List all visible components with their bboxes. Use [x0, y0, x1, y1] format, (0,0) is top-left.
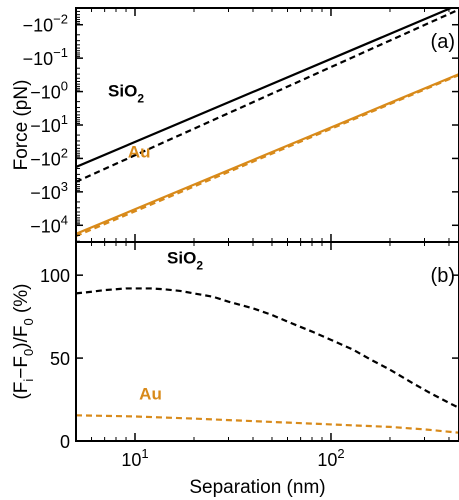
series-label: Au	[128, 143, 151, 162]
x-tick-label: 101	[121, 446, 148, 470]
panel-b: 0 50 100 101 102 (b) SiO2 Au (Fi−F0)/F0 (%) Separ…	[11, 241, 459, 498]
y-axis-title: (Fi−F0)/F0 (%)	[11, 283, 36, 399]
series-line-sio2_solid	[76, 8, 454, 168]
series-label: SiO2	[108, 81, 144, 105]
plot-frame	[75, 7, 459, 243]
y-tick-label: −101	[30, 112, 68, 136]
y-tick-label: −100	[30, 79, 68, 103]
y-tick-label: −10−1	[23, 45, 68, 69]
y-tick-label: 50	[50, 349, 70, 369]
series-line-sio2	[76, 287, 459, 409]
series-group	[76, 8, 459, 238]
panel-tag: (a)	[431, 31, 455, 53]
y-tick-label: −104	[30, 212, 68, 236]
series-label: Au	[139, 385, 162, 404]
panel-a: −10−2 −10−1 −100 −101 −102 −103 −104 (a) SiO2 Au F…	[11, 7, 459, 243]
x-tick-label: 102	[317, 446, 344, 470]
y-tick-label: −103	[30, 179, 68, 203]
y-tick-label: −10−2	[23, 12, 68, 36]
series-line-au	[76, 414, 459, 434]
y-axis-title: Force (pN)	[11, 80, 32, 171]
y-tick-label: 100	[40, 266, 70, 286]
y-tick-label: 0	[60, 432, 70, 452]
plot-frame	[75, 241, 459, 442]
series-line-au_solid	[76, 73, 459, 235]
series-group	[76, 287, 459, 434]
panel-tag: (b)	[431, 265, 455, 287]
series-label: SiO2	[167, 249, 203, 273]
y-tick-label: −102	[30, 145, 68, 169]
x-axis-title: Separation (nm)	[189, 477, 325, 498]
